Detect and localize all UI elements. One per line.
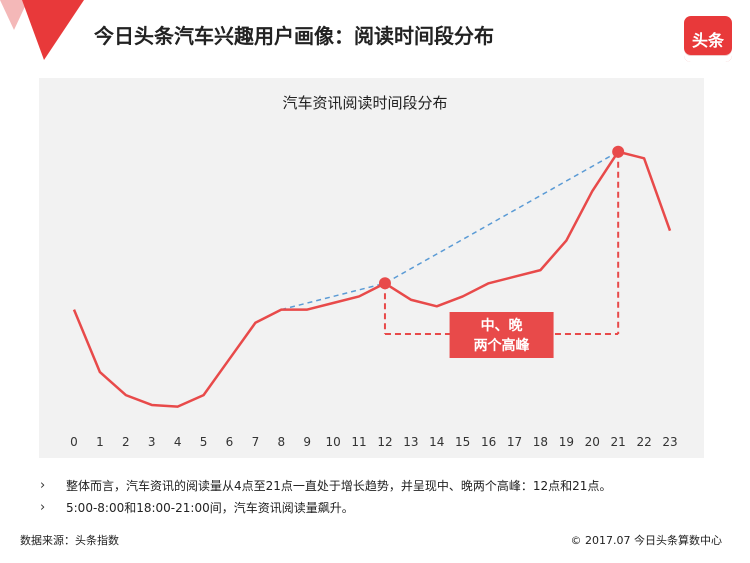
note-item: › 5:00-8:00和18:00-21:00间，汽车资讯阅读量飙升。: [40, 496, 611, 518]
x-tick-label: 5: [200, 435, 208, 449]
x-tick-label: 16: [481, 435, 496, 449]
note-text: 5:00-8:00和18:00-21:00间，汽车资讯阅读量飙升。: [66, 500, 354, 515]
x-tick-label: 3: [148, 435, 156, 449]
note-text: 整体而言，汽车资讯的阅读量从4点至21点一直处于增长趋势，并呈现中、晚两个高峰：…: [66, 478, 612, 493]
x-tick-label: 13: [403, 435, 418, 449]
x-tick-label: 10: [325, 435, 340, 449]
series-line: [72, 150, 672, 408]
x-tick-label: 7: [252, 435, 260, 449]
corner-decoration: [0, 0, 84, 60]
x-tick-label: 15: [455, 435, 470, 449]
x-tick-label: 18: [533, 435, 548, 449]
data-source: 数据来源：头条指数: [20, 534, 119, 547]
x-tick-label: 20: [585, 435, 600, 449]
x-tick-label: 0: [70, 435, 78, 449]
x-tick-label: 21: [611, 435, 626, 449]
x-tick-label: 14: [429, 435, 444, 449]
x-tick-label: 17: [507, 435, 522, 449]
x-tick-label: 11: [351, 435, 366, 449]
x-tick-label: 6: [226, 435, 234, 449]
toutiao-logo: 头条: [684, 16, 732, 62]
annotation-box: [449, 312, 554, 358]
peak-marker: [612, 145, 625, 158]
copyright: © 2017.07 今日头条算数中心: [570, 534, 722, 547]
x-tick-label: 12: [377, 435, 392, 449]
trend-line: [281, 151, 619, 311]
x-tick-label: 1: [96, 435, 104, 449]
x-tick-label: 8: [277, 435, 285, 449]
annotation-label: 两个高峰: [474, 337, 531, 354]
chart-title: 汽车资讯阅读时间段分布: [282, 94, 447, 112]
x-tick-label: 2: [122, 435, 130, 449]
chevron-right-icon: ›: [40, 477, 46, 493]
x-tick-label: 19: [559, 435, 574, 449]
x-tick-label: 23: [662, 435, 677, 449]
chart-panel: 汽车资讯阅读时间段分布 中、晚 两个高峰 0 1 2 3 4 5 6 7 8 9 10 11 12 13 14 1…: [39, 78, 704, 458]
annotation-label: 中、晚: [481, 317, 523, 334]
notes-list: › 整体而言，汽车资讯的阅读量从4点至21点一直处于增长趋势，并呈现中、晚两个高…: [40, 474, 611, 518]
chevron-right-icon: ›: [40, 499, 46, 515]
x-tick-label: 22: [636, 435, 651, 449]
page-title: 今日头条汽车兴趣用户画像：阅读时间段分布: [94, 24, 494, 48]
x-tick-label: 4: [174, 435, 182, 449]
note-item: › 整体而言，汽车资讯的阅读量从4点至21点一直处于增长趋势，并呈现中、晚两个高…: [40, 474, 611, 496]
x-tick-label: 9: [303, 435, 311, 449]
peak-marker: [378, 277, 391, 290]
